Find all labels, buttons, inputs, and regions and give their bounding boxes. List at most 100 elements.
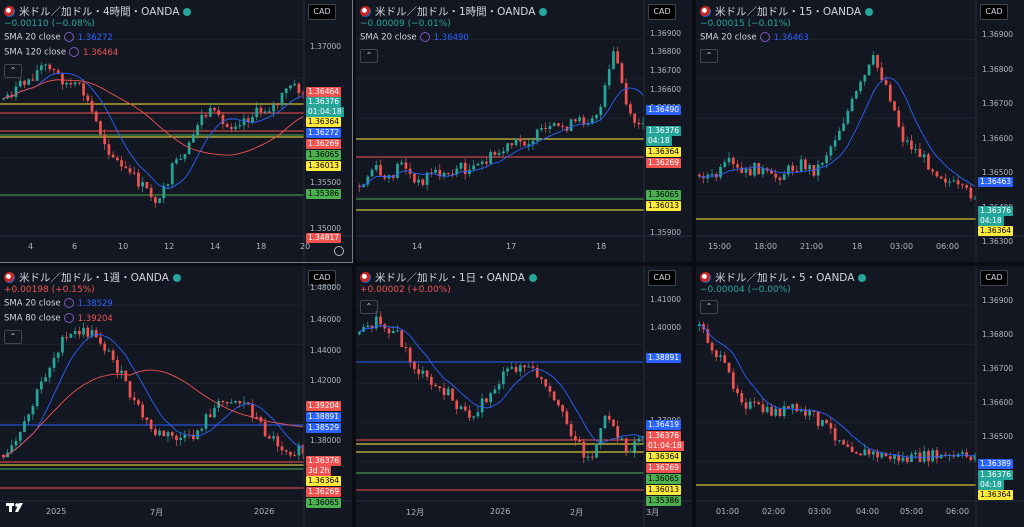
candle	[557, 400, 560, 406]
collapse-legend-button[interactable]: ⌃	[700, 49, 718, 63]
candle	[871, 54, 875, 65]
candle	[358, 331, 361, 335]
symbol-header[interactable]: 米ドル／加ドル・1週・OANDA	[4, 270, 181, 285]
price-tag: 1.36065	[306, 498, 342, 508]
candle	[400, 162, 404, 165]
candle	[31, 406, 35, 415]
currency-button[interactable]: CAD	[308, 4, 336, 20]
symbol-title: 米ドル／加ドル・5・OANDA	[715, 272, 855, 284]
symbol-header[interactable]: 米ドル／加ドル・5・OANDA	[700, 270, 867, 285]
indicator-visibility-icon[interactable]	[759, 32, 770, 42]
chart-pane-3[interactable]: 米ドル／加ドル・15・OANDA −0.00015 (−0.01%) SMA 20 …	[696, 0, 1024, 262]
candle	[166, 184, 170, 186]
symbol-title: 米ドル／加ドル・1日・OANDA	[375, 272, 525, 284]
indicator-visibility-icon[interactable]	[63, 32, 74, 42]
candle	[166, 432, 170, 437]
price-tag: 3d 2h	[306, 466, 332, 476]
price-tag: 1.35386	[646, 496, 682, 506]
candle	[774, 173, 778, 178]
candle	[778, 177, 782, 181]
candle	[379, 164, 382, 176]
candle	[255, 416, 259, 418]
candle	[799, 409, 803, 412]
candle	[263, 111, 267, 113]
candle	[234, 126, 237, 129]
indicator-visibility-icon[interactable]	[69, 47, 80, 57]
currency-button[interactable]: CAD	[648, 4, 676, 20]
candle	[301, 445, 305, 454]
candle	[404, 162, 408, 169]
price-chart[interactable]	[696, 0, 1024, 262]
settings-gear-icon[interactable]	[334, 246, 344, 256]
symbol-header[interactable]: 米ドル／加ドル・15・OANDA	[700, 4, 874, 19]
price-chart[interactable]	[0, 0, 352, 262]
candle	[73, 330, 77, 334]
collapse-legend-button[interactable]: ⌃	[360, 49, 378, 63]
chart-pane-5[interactable]: 米ドル／加ドル・1日・OANDA +0.00002 (+0.00%) ⌃ CAD 1.4…	[356, 266, 692, 527]
price-axis-label: 1.36700	[982, 99, 1014, 108]
indicator-value: 1.36272	[77, 32, 113, 43]
candle	[727, 157, 731, 163]
indicator-label: SMA 20 close	[4, 298, 61, 309]
usd-cad-flag-icon	[700, 6, 711, 17]
indicator-visibility-icon[interactable]	[419, 32, 430, 42]
time-axis-label: 18	[596, 242, 607, 251]
candle	[595, 443, 598, 458]
candle	[854, 452, 858, 454]
candle	[268, 111, 271, 113]
time-axis-label: 10	[118, 242, 129, 251]
indicator-visibility-icon[interactable]	[63, 298, 74, 308]
collapse-legend-button[interactable]: ⌃	[360, 300, 378, 314]
time-axis-label: 06:00	[946, 507, 970, 516]
candle	[69, 82, 73, 85]
candle	[103, 134, 107, 145]
currency-button[interactable]: CAD	[648, 270, 676, 286]
candle	[82, 83, 85, 96]
indicator-visibility-icon[interactable]	[63, 313, 74, 323]
chart-pane-1[interactable]: 米ドル／加ドル・4時間・OANDA −0.00110 (−0.08%) SMA 20…	[0, 0, 353, 263]
candle	[263, 421, 267, 437]
candle	[196, 430, 199, 440]
price-chart[interactable]	[356, 0, 692, 262]
candle	[497, 152, 501, 155]
candle	[162, 430, 166, 437]
candle	[812, 410, 816, 412]
candle	[225, 124, 229, 128]
chart-pane-4[interactable]: 米ドル／加ドル・1週・OANDA +0.00198 (+0.15%) SMA 20 …	[0, 266, 352, 527]
market-open-icon	[183, 7, 192, 16]
time-axis-label: 18:00	[754, 242, 778, 251]
candle	[893, 454, 896, 460]
chart-pane-6[interactable]: 米ドル／加ドル・5・OANDA −0.00004 (−0.00%) ⌃ CAD 1.36…	[696, 266, 1024, 527]
currency-button[interactable]: CAD	[980, 270, 1008, 286]
indicator-legend[interactable]: SMA 20 close 1.36463	[700, 32, 809, 43]
candle	[158, 430, 161, 436]
time-axis-label: 6	[72, 242, 78, 251]
price-chart[interactable]	[0, 266, 352, 527]
currency-button[interactable]: CAD	[308, 270, 336, 286]
candle	[641, 436, 645, 439]
collapse-legend-button[interactable]: ⌃	[700, 300, 718, 314]
collapse-legend-button[interactable]: ⌃	[4, 330, 22, 344]
price-axis-label: 1.36600	[982, 134, 1014, 143]
indicator-legend[interactable]: SMA 80 close 1.39204	[4, 313, 113, 324]
price-change: +0.00002 (+0.00%)	[360, 285, 451, 295]
candle	[141, 404, 145, 418]
indicator-legend[interactable]: SMA 20 close 1.36490	[360, 32, 469, 43]
candle	[246, 118, 250, 123]
price-chart[interactable]	[356, 266, 692, 527]
candle	[485, 161, 488, 164]
currency-button[interactable]: CAD	[980, 4, 1008, 20]
symbol-header[interactable]: 米ドル／加ドル・1時間・OANDA	[360, 4, 548, 19]
symbol-header[interactable]: 米ドル／加ドル・4時間・OANDA	[4, 4, 192, 19]
candle	[485, 398, 488, 403]
candle	[276, 103, 280, 106]
price-chart[interactable]	[696, 266, 1024, 527]
chart-pane-2[interactable]: 米ドル／加ドル・1時間・OANDA −0.00009 (−0.01%) SMA 20…	[356, 0, 692, 262]
candle	[162, 185, 166, 199]
indicator-legend[interactable]: SMA 120 close 1.36464	[4, 47, 118, 58]
candle	[35, 389, 39, 407]
symbol-header[interactable]: 米ドル／加ドル・1日・OANDA	[360, 270, 537, 285]
indicator-legend[interactable]: SMA 20 close 1.36272	[4, 32, 113, 43]
collapse-legend-button[interactable]: ⌃	[4, 64, 22, 78]
indicator-legend[interactable]: SMA 20 close 1.38529	[4, 298, 113, 309]
